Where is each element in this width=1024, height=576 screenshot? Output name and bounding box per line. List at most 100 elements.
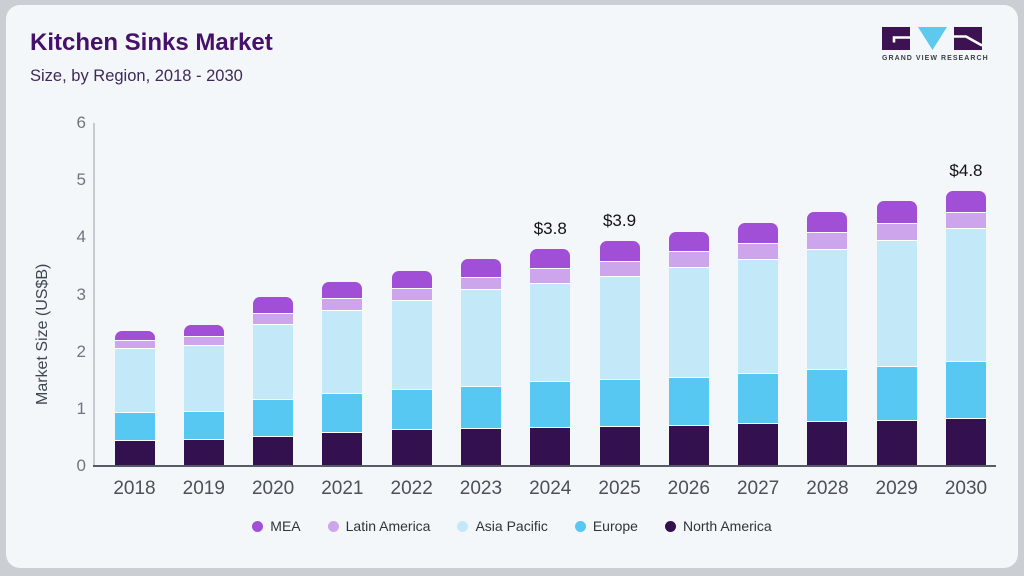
x-axis-label-2030: 2030 <box>944 478 988 499</box>
segment-latin-america <box>599 260 640 276</box>
y-tick-label: 0 <box>76 456 86 475</box>
segment-asia-pacific <box>391 299 432 389</box>
bar-2021 <box>322 123 363 466</box>
segment-asia-pacific <box>599 275 640 380</box>
segment-mea <box>253 297 294 314</box>
segment-latin-america <box>530 267 571 283</box>
y-tick-label: 6 <box>76 113 86 132</box>
segment-north-america <box>391 428 432 466</box>
segment-mea <box>807 211 848 233</box>
logo-v-triangle <box>918 27 947 50</box>
segment-asia-pacific <box>876 240 917 366</box>
segment-mea <box>460 258 501 278</box>
segment-north-america <box>460 427 501 466</box>
plot-area: $3.8 $3.9 $4.8 <box>99 123 996 466</box>
y-tick-label: 1 <box>76 398 86 418</box>
legend-label: Latin America <box>345 518 431 534</box>
segment-mea <box>738 223 779 243</box>
segment-mea <box>530 249 571 268</box>
segment-europe <box>322 392 363 432</box>
segment-mea <box>876 201 917 224</box>
segment-asia-pacific <box>460 288 501 386</box>
segment-europe <box>530 381 571 428</box>
legend-swatch-icon <box>327 520 339 532</box>
x-axis-label-2020: 2020 <box>251 478 295 499</box>
gvr-logo-glyphs <box>882 27 983 50</box>
segment-latin-america <box>945 212 986 229</box>
y-axis-tick-labels: 0 1 2 3 4 5 6 <box>6 113 86 475</box>
segment-europe <box>460 385 501 428</box>
segment-latin-america <box>460 277 501 289</box>
segment-north-america <box>599 425 640 466</box>
segment-mea <box>945 191 986 213</box>
segment-asia-pacific <box>668 267 709 378</box>
segment-latin-america <box>183 335 224 345</box>
legend-item-europe: Europe <box>574 518 638 534</box>
segment-mea <box>391 270 432 288</box>
segment-north-america <box>114 440 155 466</box>
legend-label: MEA <box>270 518 301 534</box>
bar-2020 <box>253 123 294 466</box>
bar-2018 <box>114 123 155 466</box>
bar-2023 <box>460 123 501 466</box>
segment-europe <box>945 360 986 418</box>
segment-asia-pacific <box>253 324 294 400</box>
segment-mea <box>183 324 224 336</box>
bar-2030 <box>945 123 986 466</box>
segment-asia-pacific <box>322 309 363 393</box>
page-subtitle: Size, by Region, 2018 - 2030 <box>30 67 243 85</box>
segment-asia-pacific <box>183 344 224 411</box>
segment-north-america <box>253 435 294 466</box>
x-axis-line <box>93 465 996 467</box>
bar-value-label-2030: $4.8 <box>949 161 983 181</box>
x-axis-label-2022: 2022 <box>390 478 433 499</box>
y-axis-line <box>93 123 95 466</box>
segment-mea <box>599 241 640 261</box>
legend-swatch-icon <box>457 520 469 532</box>
segment-north-america <box>945 417 986 466</box>
x-axis-label-2018: 2018 <box>113 478 156 499</box>
segment-north-america <box>183 439 224 466</box>
segment-latin-america <box>876 223 917 241</box>
segment-asia-pacific <box>114 347 155 412</box>
segment-europe <box>738 373 779 423</box>
legend-label: Asia Pacific <box>475 518 548 534</box>
segment-north-america <box>807 421 848 466</box>
segment-asia-pacific <box>530 282 571 382</box>
bar-2024 <box>530 123 571 466</box>
segment-latin-america <box>391 287 432 300</box>
segment-mea <box>668 232 709 252</box>
segment-europe <box>253 399 294 436</box>
legend-item-north-america: North America <box>664 518 772 534</box>
bar-2026 <box>668 123 709 466</box>
segment-europe <box>876 365 917 420</box>
bar-2022 <box>391 123 432 466</box>
page-title: Kitchen Sinks Market <box>30 29 273 56</box>
bar-2029 <box>876 123 917 466</box>
segment-asia-pacific <box>738 258 779 374</box>
segment-asia-pacific <box>945 228 986 361</box>
legend-label: North America <box>682 518 772 534</box>
y-tick-label: 4 <box>76 227 86 247</box>
segment-north-america <box>668 424 709 466</box>
legend-swatch-icon <box>664 520 676 532</box>
legend-item-asia-pacific: Asia Pacific <box>457 518 548 534</box>
segment-north-america <box>530 427 571 466</box>
segment-latin-america <box>322 297 363 310</box>
segment-europe <box>183 410 224 440</box>
gvr-logo-text: GRAND VIEW RESEARCH <box>882 55 989 62</box>
bar-2027 <box>738 123 779 466</box>
segment-europe <box>599 379 640 426</box>
legend-item-mea: MEA <box>252 518 301 534</box>
segment-europe <box>807 369 848 422</box>
segment-latin-america <box>807 232 848 249</box>
segment-north-america <box>738 422 779 466</box>
segment-latin-america <box>738 242 779 259</box>
gvr-logo: GRAND VIEW RESEARCH <box>882 27 989 62</box>
bar-2028 <box>807 123 848 466</box>
segment-europe <box>391 388 432 429</box>
segment-latin-america <box>114 340 155 348</box>
x-axis-label-2028: 2028 <box>806 478 849 499</box>
x-axis-label-2027: 2027 <box>736 478 780 499</box>
chart-card: Kitchen Sinks Market Size, by Region, 20… <box>6 5 1018 568</box>
